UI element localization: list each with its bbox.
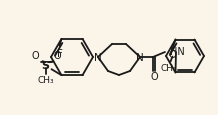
- Text: O: O: [54, 51, 61, 61]
- Text: O: O: [32, 51, 39, 61]
- Text: CH₃: CH₃: [37, 75, 54, 84]
- Text: N: N: [94, 53, 102, 62]
- Text: O: O: [150, 71, 158, 81]
- Text: S: S: [41, 61, 49, 71]
- Text: O: O: [169, 49, 176, 59]
- Text: N: N: [136, 53, 144, 62]
- Text: CH₃: CH₃: [160, 63, 177, 72]
- Text: HN: HN: [170, 47, 185, 56]
- Text: F: F: [56, 48, 62, 58]
